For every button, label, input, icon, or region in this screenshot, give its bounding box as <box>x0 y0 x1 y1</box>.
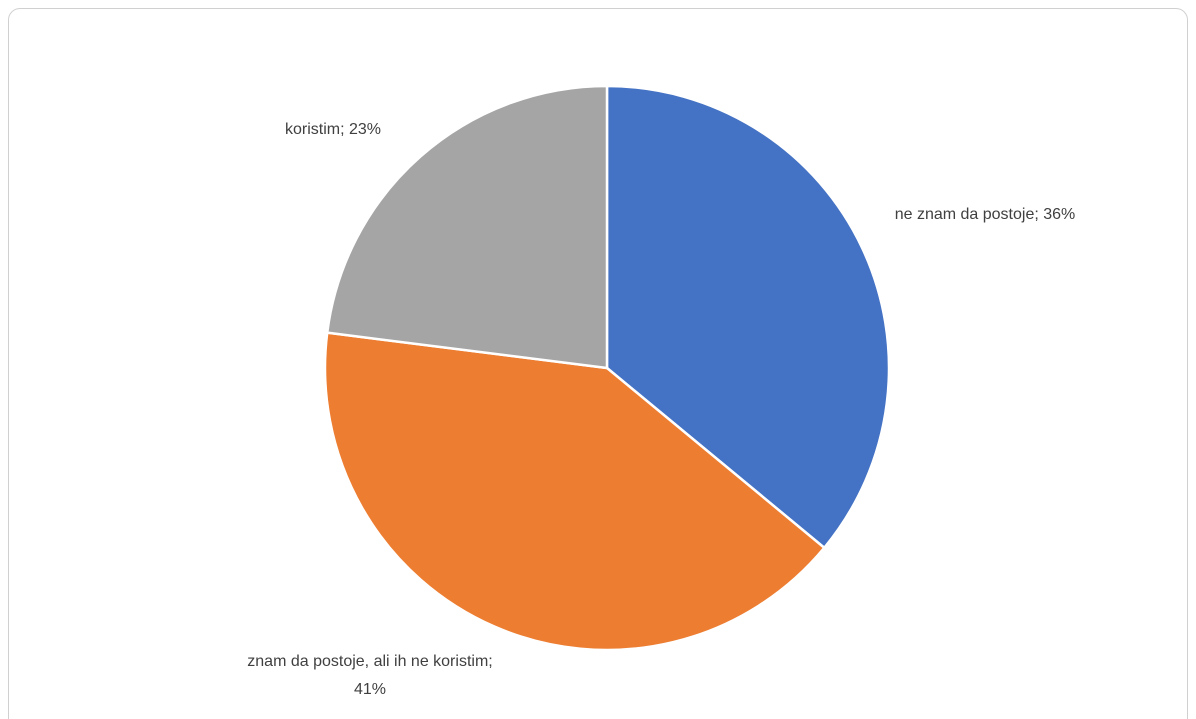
slice-name: ne znam da postoje <box>894 206 1035 223</box>
label-separator: ; <box>1034 206 1044 223</box>
slice-name: koristim <box>284 121 341 138</box>
value-label: 41% <box>353 681 387 698</box>
value-label: 23% <box>348 121 382 138</box>
data-label: znam da postoje, ali ih ne koristim; 41% <box>245 648 495 704</box>
pie-slice <box>323 331 827 652</box>
data-label: ne znam da postoje; 36% <box>870 201 1100 229</box>
pie-slice <box>325 84 609 370</box>
data-label: koristim; 23% <box>233 116 433 144</box>
value-label: 36% <box>1043 206 1076 223</box>
chart-card <box>8 8 1188 719</box>
label-separator: ; <box>488 653 493 670</box>
pie-slice <box>605 84 891 550</box>
slice-name: znam da postoje, ali ih ne koristim <box>247 653 489 670</box>
label-separator: ; <box>340 121 349 138</box>
